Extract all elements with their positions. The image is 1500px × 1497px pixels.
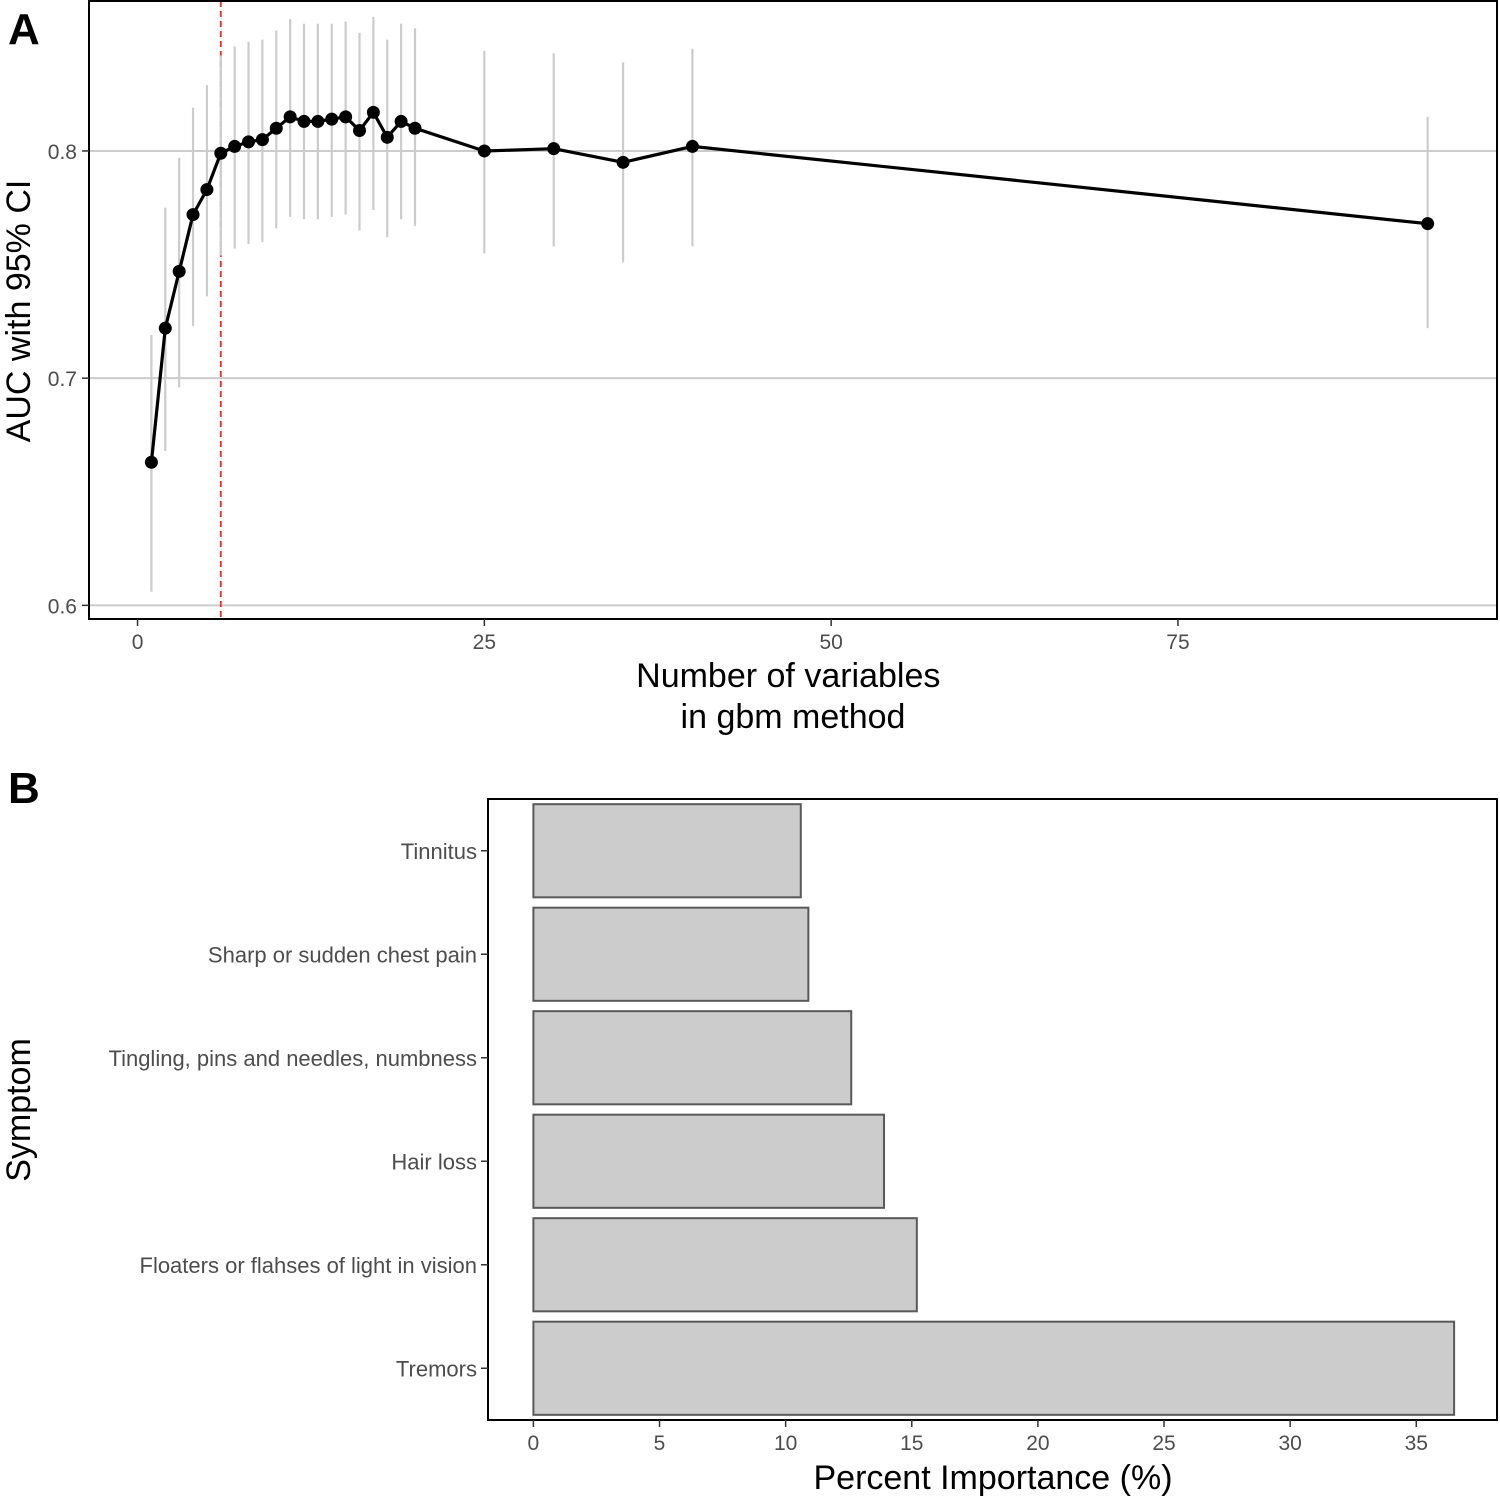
panel-b-category-label: Hair loss bbox=[391, 1149, 477, 1174]
panel-b-bar bbox=[532, 1113, 886, 1209]
panel-a-data-point bbox=[685, 139, 699, 153]
panel-a-data-point bbox=[297, 114, 311, 128]
panel-a-y-ticks: 0.6 0.7 0.8 bbox=[48, 141, 89, 618]
panel-b-chart: 0 5 10 15 20 25 30 35 Tinnitus Sharp or sudden c… bbox=[108, 798, 1498, 1455]
panel-b-x-tick-label: 15 bbox=[900, 1432, 923, 1455]
panel-b-bars bbox=[532, 803, 1456, 1416]
panel-a-data-point bbox=[214, 146, 228, 160]
panel-b-x-ticks: 0 5 10 15 20 25 30 35 bbox=[528, 1420, 1428, 1455]
panel-a-data-point bbox=[353, 124, 367, 138]
panel-a-data-point bbox=[283, 110, 297, 124]
panel-a-y-tick-label: 0.7 bbox=[48, 368, 77, 391]
panel-a-data-point bbox=[255, 133, 269, 147]
panel-b-x-tick-label: 35 bbox=[1405, 1432, 1428, 1455]
panel-b-category-label: Tremors bbox=[396, 1356, 477, 1381]
panel-a-data-point bbox=[339, 110, 353, 124]
panel-a-data-point bbox=[380, 130, 394, 144]
panel-a-data-point bbox=[616, 155, 630, 169]
panel-b-category-label: Sharp or sudden chest pain bbox=[208, 942, 477, 967]
panel-a-points bbox=[144, 105, 1435, 469]
panel-b-x-tick-label: 20 bbox=[1026, 1432, 1049, 1455]
panel-a-data-point bbox=[547, 142, 561, 156]
panel-a-y-tick-label: 0.8 bbox=[48, 141, 77, 164]
panel-a-y-tick-label: 0.6 bbox=[48, 595, 77, 618]
panel-a-x-ticks: 0 25 50 75 bbox=[132, 619, 1190, 654]
panel-b-y-axis-title: Symptom bbox=[0, 1038, 38, 1182]
panel-a-x-tick-label: 25 bbox=[473, 631, 496, 654]
panel-a-data-point bbox=[477, 144, 491, 158]
panel-a-x-axis-title-line-2: in gbm method bbox=[681, 698, 906, 736]
panel-b-x-tick-label: 30 bbox=[1278, 1432, 1301, 1455]
panel-a-data-point bbox=[158, 321, 172, 335]
panel-a-chart: 0 25 50 75 0.6 0.7 0.8 bbox=[48, 0, 1498, 654]
panel-b-x-tick-label: 25 bbox=[1152, 1432, 1175, 1455]
panel-b-bar bbox=[532, 1320, 1456, 1416]
panel-b-letter: B bbox=[8, 764, 40, 813]
panel-a-data-point bbox=[172, 264, 186, 278]
panel-a-data-point bbox=[228, 139, 242, 153]
panel-a-x-tick-label: 50 bbox=[819, 631, 842, 654]
panel-a-gridlines bbox=[89, 149, 1497, 607]
panel-a-data-point bbox=[311, 114, 325, 128]
panel-a-x-axis-title: Number of variables in gbm method bbox=[636, 657, 950, 736]
panel-a-data-point bbox=[186, 208, 200, 222]
panel-a-x-tick-label: 0 bbox=[132, 631, 144, 654]
panel-b-category-label: Tingling, pins and needles, numbness bbox=[108, 1046, 477, 1071]
panel-a-frame bbox=[88, 0, 1498, 620]
panel-b-category-label: Tinnitus bbox=[401, 839, 477, 864]
panel-b-bar bbox=[532, 1010, 853, 1106]
panel-a-series-line bbox=[149, 110, 1428, 463]
panel-a-x-tick-label: 75 bbox=[1166, 631, 1189, 654]
panel-a-data-point bbox=[394, 114, 408, 128]
panel-b-bar bbox=[532, 803, 802, 899]
panel-b-bar bbox=[532, 906, 810, 1002]
panel-b-x-axis-title: Percent Importance (%) bbox=[813, 1459, 1172, 1497]
panel-a-x-axis-title-line-1: Number of variables bbox=[636, 657, 940, 695]
panel-a-auc-line bbox=[149, 110, 1428, 463]
panel-a-data-point bbox=[325, 112, 339, 126]
panel-b-bar bbox=[532, 1217, 918, 1313]
panel-b-x-tick-label: 10 bbox=[774, 1432, 797, 1455]
panel-a-data-point bbox=[144, 455, 158, 469]
panel-a-data-point bbox=[269, 121, 283, 135]
panel-a-data-point bbox=[200, 183, 214, 197]
panel-a-error-bars bbox=[150, 16, 1429, 592]
panel-a-data-point bbox=[242, 135, 256, 149]
panel-a-letter: A bbox=[8, 5, 40, 54]
panel-b-category-labels: Tinnitus Sharp or sudden chest pain Tingli… bbox=[108, 839, 488, 1381]
panel-b-x-tick-label: 0 bbox=[528, 1432, 540, 1455]
panel-b-category-label: Floaters or flahses of light in vision bbox=[140, 1253, 478, 1278]
panel-a-y-axis-title: AUC with 95% CI bbox=[0, 180, 38, 443]
panel-b-frame bbox=[487, 798, 1498, 1421]
panel-a-data-point bbox=[366, 105, 380, 119]
panel-a-data-point bbox=[408, 121, 422, 135]
panel-a-data-point bbox=[1421, 217, 1435, 231]
panel-b-x-tick-label: 5 bbox=[654, 1432, 666, 1455]
